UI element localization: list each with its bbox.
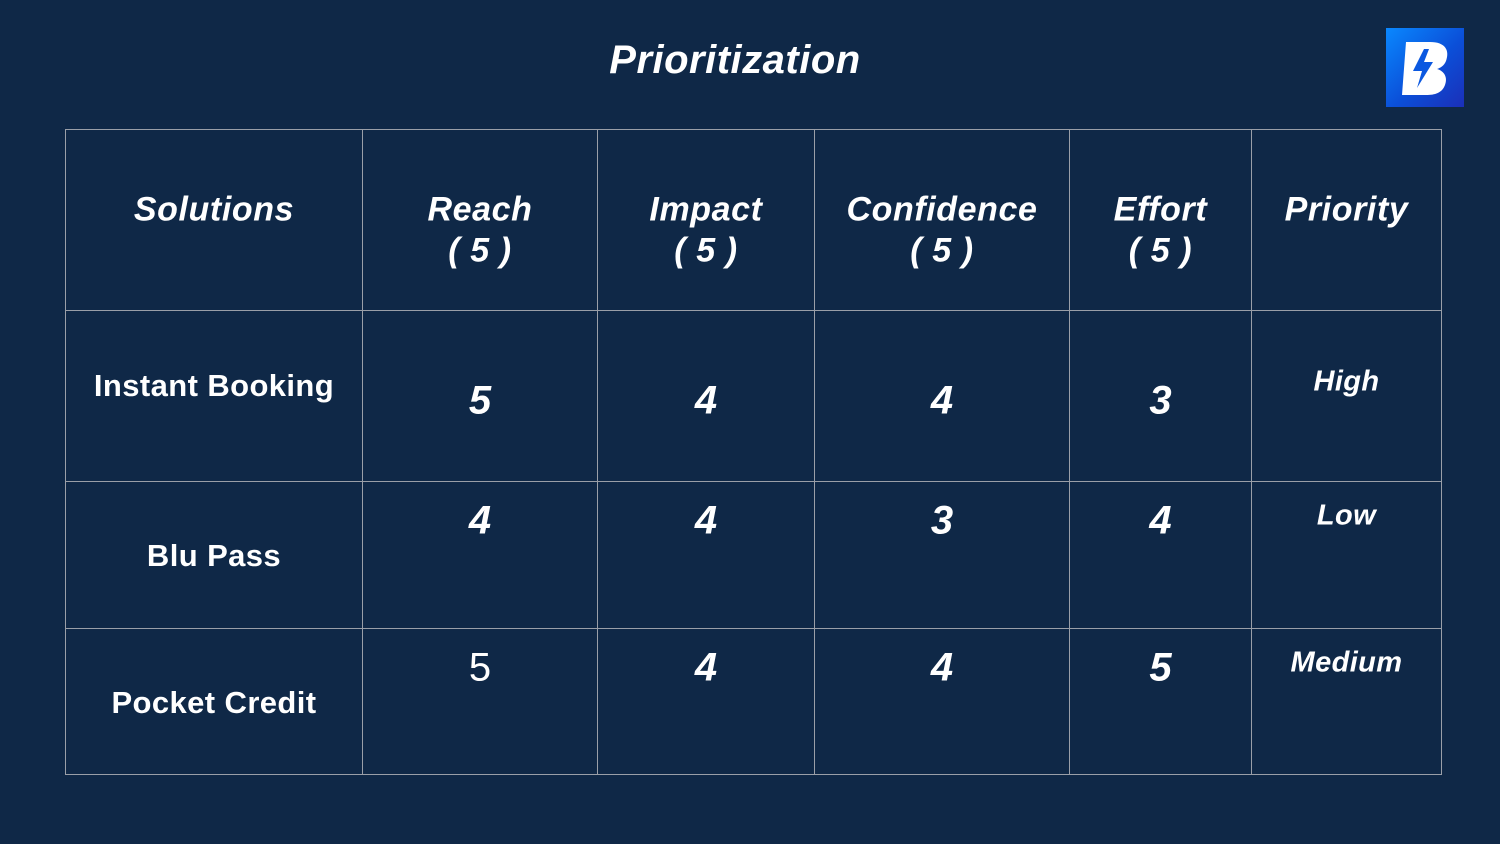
effort-score: 4: [1149, 498, 1172, 543]
header-label: Effort: [1113, 190, 1208, 229]
header-label: Solutions: [133, 190, 295, 229]
effort-score: 5: [1149, 645, 1172, 690]
effort-cell: 5: [1069, 628, 1252, 775]
impact-cell: 4: [597, 481, 815, 629]
effort-score: 3: [1149, 378, 1172, 423]
solution-cell: Pocket Credit: [65, 628, 363, 775]
impact-score: 4: [694, 498, 718, 543]
table-row: Pocket Credit 5 4 4 5 Medium: [65, 628, 1442, 775]
table-row: Blu Pass 4 4 3 4 Low: [65, 481, 1442, 629]
confidence-cell: 3: [814, 481, 1070, 629]
header-label: Priority: [1284, 190, 1409, 229]
header-cell-effort: Effort ( 5 ): [1069, 129, 1252, 311]
impact-cell: 4: [597, 310, 815, 482]
brand-b-bolt-logo-icon: [1402, 42, 1448, 95]
header-label: Impact: [649, 190, 763, 229]
header-max-score: ( 5 ): [448, 231, 512, 270]
reach-cell: 4: [362, 481, 598, 629]
prioritization-table: Solutions Reach ( 5 ) Impact ( 5 ) Confi…: [65, 129, 1442, 775]
header-label: Confidence: [846, 190, 1038, 229]
table-row: Instant Booking 5 4 4 3 High: [65, 310, 1442, 482]
confidence-cell: 4: [814, 310, 1070, 482]
solution-name: Instant Booking: [93, 368, 335, 403]
confidence-score: 4: [930, 378, 954, 423]
solution-name: Pocket Credit: [111, 685, 317, 720]
header-cell-confidence: Confidence ( 5 ): [814, 129, 1070, 311]
header-cell-solutions: Solutions: [65, 129, 363, 311]
solution-name: Blu Pass: [146, 538, 282, 573]
header-cell-priority: Priority: [1251, 129, 1442, 311]
priority-cell: Medium: [1251, 628, 1442, 775]
impact-cell: 4: [597, 628, 815, 775]
impact-score: 4: [694, 645, 718, 690]
confidence-cell: 4: [814, 628, 1070, 775]
confidence-score: 4: [930, 645, 954, 690]
brand-logo: [1386, 28, 1464, 107]
reach-score: 5: [468, 378, 492, 423]
table-header-row: Solutions Reach ( 5 ) Impact ( 5 ) Confi…: [65, 129, 1442, 311]
confidence-score: 3: [930, 498, 954, 543]
header-max-score: ( 5 ): [910, 231, 974, 270]
reach-cell: 5: [362, 628, 598, 775]
solution-cell: Instant Booking: [65, 310, 363, 482]
priority-cell: Low: [1251, 481, 1442, 629]
impact-score: 4: [694, 378, 718, 423]
priority-label: Low: [1316, 499, 1377, 532]
header-cell-reach: Reach ( 5 ): [362, 129, 598, 311]
header-max-score: ( 5 ): [1128, 231, 1193, 270]
priority-label: High: [1313, 365, 1380, 398]
reach-score: 4: [468, 498, 492, 543]
reach-cell: 5: [362, 310, 598, 482]
page-title: Prioritization: [609, 38, 861, 82]
header-label: Reach: [427, 190, 533, 229]
header-max-score: ( 5 ): [674, 231, 738, 270]
reach-score: 5: [468, 645, 492, 690]
effort-cell: 3: [1069, 310, 1252, 482]
effort-cell: 4: [1069, 481, 1252, 629]
priority-label: Medium: [1290, 646, 1403, 679]
solution-cell: Blu Pass: [65, 481, 363, 629]
priority-cell: High: [1251, 310, 1442, 482]
header-cell-impact: Impact ( 5 ): [597, 129, 815, 311]
